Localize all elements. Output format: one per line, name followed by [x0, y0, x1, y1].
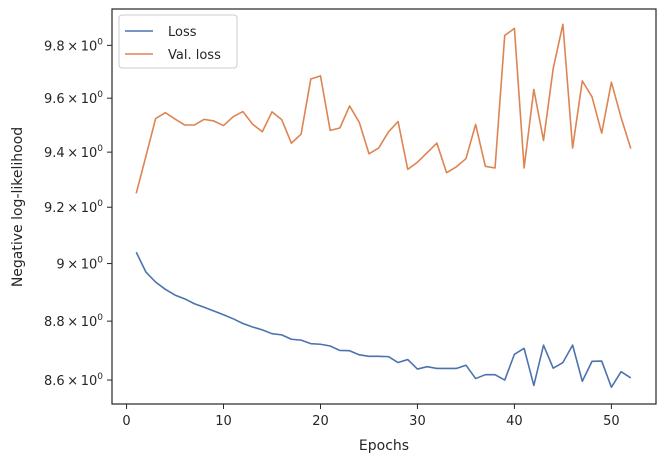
y-tick-label: 8.8 × 100: [44, 313, 103, 330]
y-tick-label: 9.2 × 100: [44, 199, 103, 216]
x-axis-label: Epochs: [359, 438, 409, 454]
legend-label-val-loss: Val. loss: [168, 48, 221, 63]
legend-label-loss: Loss: [168, 25, 197, 40]
x-axis-ticks: 0 10 20 30 40 50: [122, 404, 620, 429]
y-tick-label: 9.8 × 100: [44, 37, 103, 54]
y-tick-label: 9.4 × 100: [44, 144, 103, 161]
x-tick-label: 10: [215, 414, 232, 429]
x-tick-label: 20: [312, 414, 329, 429]
series-line-loss: [135, 251, 632, 389]
x-tick-label: 30: [409, 414, 426, 429]
y-tick-label: 8.6 × 100: [44, 372, 103, 389]
series-line-val-loss: [135, 23, 632, 194]
x-tick-label: 40: [506, 414, 523, 429]
x-tick-label: 50: [603, 414, 620, 429]
y-tick-label: 9 × 100: [56, 256, 103, 273]
y-axis-ticks: 8.6 × 100 8.8 × 100 9 × 100 9.2 × 100 9.4 × …: [44, 37, 112, 389]
legend: Loss Val. loss: [118, 14, 238, 69]
series-lines: [135, 23, 632, 389]
y-axis-label: Negative log-likelihood: [10, 127, 26, 287]
x-tick-label: 0: [122, 414, 130, 429]
y-tick-label: 9.6 × 100: [44, 90, 103, 107]
plot-area: [111, 8, 657, 405]
